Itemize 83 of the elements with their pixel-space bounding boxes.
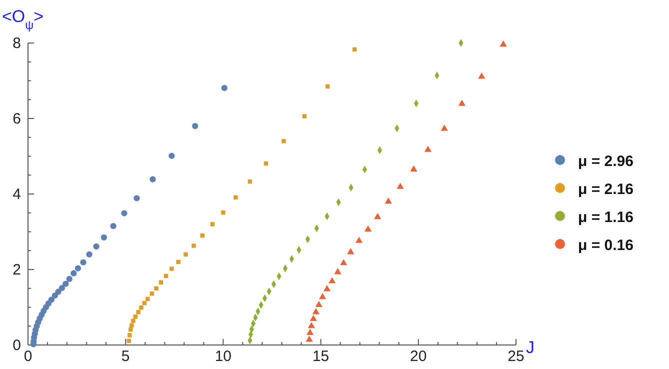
point [58,284,66,292]
legend-label: μ = 1.16 [578,209,634,226]
point [139,306,144,310]
point [66,276,72,282]
y-tick-label: 4 [12,186,21,203]
point [150,292,154,296]
point [308,322,315,328]
point [396,182,404,189]
point [62,280,69,287]
point [192,244,196,248]
point [136,310,140,314]
point [192,122,198,130]
point [52,292,58,299]
x-axis-title: J [526,338,534,357]
legend-label: μ = 2.16 [578,181,634,198]
x-tick-label: 15 [312,348,330,365]
y-tick-label: 0 [12,337,21,354]
point [384,197,392,204]
point [221,84,228,92]
point [128,327,133,332]
point [478,72,486,79]
point [142,300,146,306]
legend-label: μ = 2.96 [578,153,634,170]
point [306,328,314,335]
point [86,251,92,258]
point [326,84,330,89]
point [410,165,418,172]
point [131,318,136,323]
legend-label: μ = 0.16 [578,237,634,254]
point [170,266,174,271]
x-tick-label: 20 [410,348,427,365]
point [221,210,226,215]
point [200,233,204,238]
point [146,296,150,302]
point [234,195,238,200]
point [80,259,86,266]
point [364,225,372,232]
point [347,248,354,254]
point [154,286,158,290]
point [126,338,132,343]
point [93,243,100,250]
point [312,308,320,314]
y-tick-label: 2 [12,262,21,278]
point [158,280,164,284]
point [500,40,507,47]
point [100,234,108,240]
x-tick-label: 5 [121,348,130,365]
y-tick-label: 8 [12,35,21,52]
point [318,292,326,300]
point [184,252,188,257]
point [74,265,82,272]
y-tick-label: 6 [12,110,21,128]
point [70,270,77,276]
point [110,223,116,230]
point [168,152,175,159]
x-tick-label: 25 [508,348,524,365]
point [306,336,313,342]
point [323,285,331,292]
point [310,314,317,322]
point [134,195,140,202]
point [355,236,363,243]
point [440,124,448,131]
y-axis-title: <O$_{ψ}$> [2,7,44,32]
point [48,296,55,303]
point [55,288,62,295]
point [121,210,128,216]
point [133,314,138,319]
point [128,333,132,338]
point [282,139,286,144]
point [302,114,307,118]
point [374,212,382,220]
point [334,268,342,274]
point [424,146,432,152]
point [130,323,134,328]
x-tick-label: 0 [24,348,32,365]
point [210,222,215,226]
point [328,277,336,284]
point [150,176,156,182]
point [458,100,466,106]
x-tick-label: 10 [214,348,232,365]
point [176,260,180,264]
point [340,258,348,266]
point [315,300,322,308]
